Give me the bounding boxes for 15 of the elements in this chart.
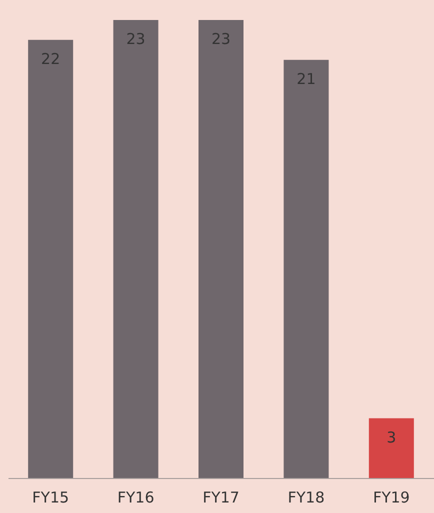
bar (368, 418, 414, 478)
x-tick-label: FY17 (202, 488, 240, 506)
bar (28, 40, 74, 478)
data-label: 23 (126, 30, 146, 48)
bar (284, 60, 329, 478)
x-tick-label: FY18 (288, 488, 325, 506)
data-label: 3 (386, 428, 396, 446)
bar (198, 20, 244, 478)
x-tick-label: FY16 (117, 488, 154, 506)
data-label: 23 (211, 30, 231, 48)
data-label: 21 (296, 70, 316, 88)
x-tick-label: FY19 (372, 488, 410, 506)
bar (113, 20, 158, 478)
x-tick-label: FY15 (32, 488, 70, 506)
data-label: 22 (41, 50, 60, 68)
